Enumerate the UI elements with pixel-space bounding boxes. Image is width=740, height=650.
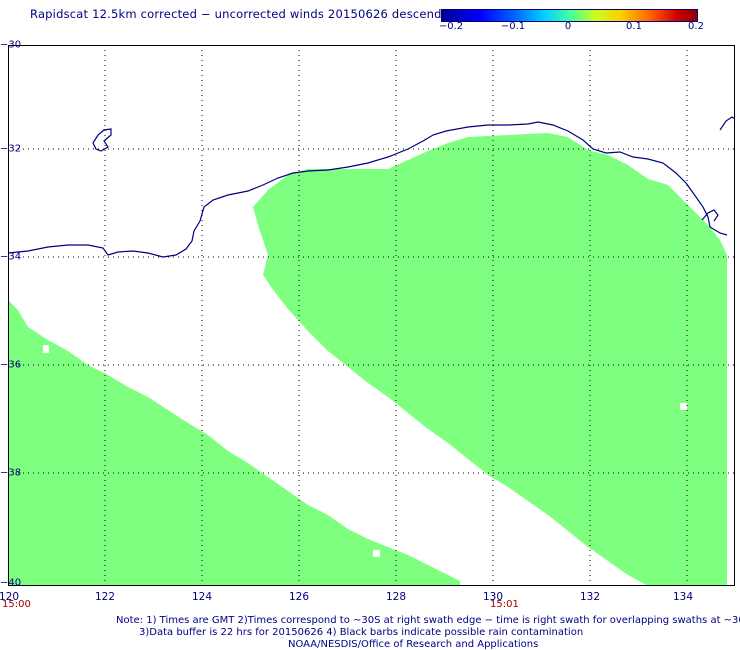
swath-lower-left xyxy=(8,300,460,586)
lat-label: −30 xyxy=(0,39,22,51)
colorbar-tick: 0.2 xyxy=(688,21,704,32)
island-coast xyxy=(92,128,112,152)
time-label: 15:01 xyxy=(490,599,519,610)
lat-label: −36 xyxy=(0,359,22,371)
lon-label: 124 xyxy=(191,591,213,603)
data-gap xyxy=(373,550,380,557)
lat-label: −38 xyxy=(0,467,22,479)
colorbar-tick: 0.1 xyxy=(626,21,642,32)
lat-label: −40 xyxy=(0,577,22,589)
chart-title: Rapidscat 12.5km corrected − uncorrected… xyxy=(30,7,461,21)
colorbar-tick: −0.1 xyxy=(500,21,526,32)
data-gap xyxy=(680,403,687,410)
lat-label: −32 xyxy=(0,143,22,155)
lon-label: 122 xyxy=(94,591,116,603)
data-gap xyxy=(43,345,49,353)
colorbar-tick: −0.2 xyxy=(438,21,464,32)
lon-label: 128 xyxy=(385,591,407,603)
coastline-right xyxy=(719,116,735,131)
footnote: Note: 1) Times are GMT 2)Times correspon… xyxy=(116,615,740,626)
lon-label: 132 xyxy=(579,591,601,603)
time-label: 15:00 xyxy=(2,599,31,610)
colorbar xyxy=(441,9,698,22)
map-area xyxy=(8,45,735,586)
grid xyxy=(8,45,735,586)
lon-label: 130 xyxy=(482,591,504,603)
lon-label: 120 xyxy=(0,591,20,603)
lon-label: 134 xyxy=(672,591,694,603)
footnote: NOAA/NESDIS/Office of Research and Appli… xyxy=(288,639,539,650)
coastline-right-2 xyxy=(701,209,719,222)
lon-label: 126 xyxy=(288,591,310,603)
colorbar-tick: 0 xyxy=(564,21,572,32)
footnote: 3)Data buffer is 22 hrs for 20150626 4) … xyxy=(139,627,584,638)
lat-label: −34 xyxy=(0,251,22,263)
coastline xyxy=(8,121,728,258)
